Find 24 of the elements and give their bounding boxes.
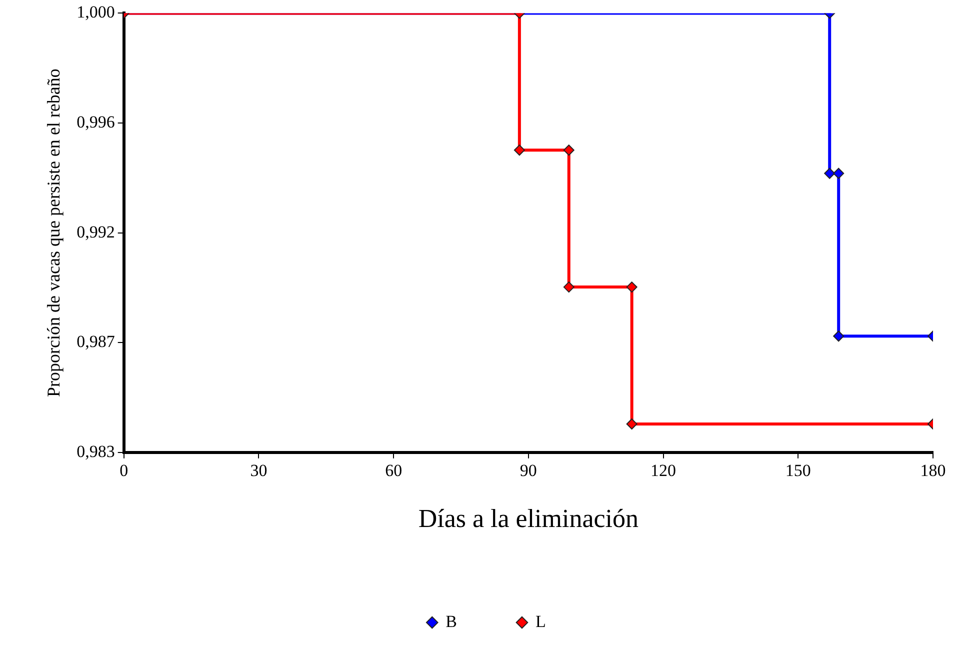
y-tick-label: 0,992: [76, 222, 115, 242]
point: [833, 330, 844, 342]
y-tick-label: 0,983: [76, 442, 115, 461]
point: [626, 418, 638, 430]
point: [563, 282, 574, 293]
point: [833, 168, 844, 179]
y-tick-label: 1,000: [76, 2, 115, 22]
x-tick-label: 30: [250, 461, 268, 480]
x-tick-label: 120: [650, 461, 676, 480]
point: [514, 144, 525, 156]
y-axis-title: Proporción de vacas que persiste en el rebaño: [44, 68, 64, 397]
x-tick-label: 150: [785, 461, 811, 480]
x-axis-title: Días a la eliminación: [418, 504, 639, 534]
point: [824, 168, 836, 179]
point: [563, 144, 574, 156]
legend-label: L: [535, 612, 546, 631]
x-tick-label: 90: [520, 461, 537, 480]
y-tick-label: 0,987: [76, 332, 116, 352]
y-tick-label: 0,996: [76, 112, 115, 132]
x-tick-label: 180: [920, 461, 946, 480]
legend-label: B: [446, 612, 457, 631]
x-tick-label: 0: [120, 461, 128, 480]
point: [626, 282, 638, 293]
x-tick-label: 60: [385, 461, 402, 480]
